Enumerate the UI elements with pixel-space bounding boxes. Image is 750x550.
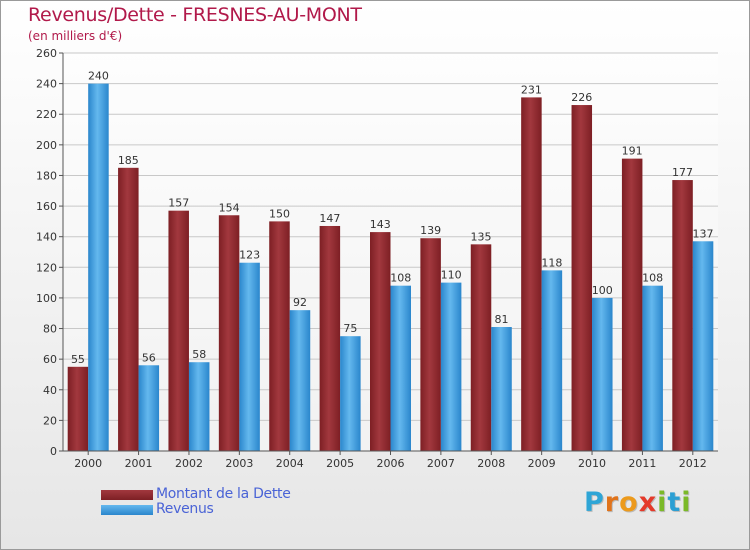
x-tick-label: 2008 [477, 457, 505, 470]
bar-debt [622, 159, 643, 451]
bar-debt [68, 367, 89, 451]
legend-swatch-debt [101, 490, 153, 500]
data-label: 81 [495, 313, 509, 326]
x-tick-label: 2002 [175, 457, 203, 470]
x-tick-label: 2010 [578, 457, 606, 470]
bar-revenue [189, 362, 210, 451]
bar-debt [672, 180, 693, 451]
bar-debt [219, 215, 240, 451]
data-label: 108 [642, 272, 663, 285]
bar-revenue [290, 310, 311, 451]
data-label: 191 [622, 145, 643, 158]
data-label: 150 [269, 207, 290, 220]
data-label: 147 [319, 212, 340, 225]
y-tick-label: 0 [50, 445, 57, 458]
logo-letter: x [639, 487, 657, 518]
y-tick-label: 240 [36, 78, 57, 91]
data-label: 123 [239, 249, 260, 262]
chart-title: Revenus/Dette - FRESNES-AU-MONT [28, 4, 362, 26]
bar-chart: 0 20 40 60 80 100 120 140 160 180 200 220 240 260 55 24… [1, 1, 749, 549]
bar-revenue [139, 365, 160, 451]
proxiti-logo: Proxiti [584, 487, 692, 518]
bar-debt [420, 238, 441, 451]
logo-letter: r [605, 487, 619, 518]
legend-swatch-revenue [101, 505, 153, 515]
data-label: 240 [88, 70, 109, 83]
data-label: 56 [142, 351, 156, 364]
y-tick-label: 160 [36, 200, 57, 213]
data-label: 135 [471, 230, 492, 243]
data-label: 108 [390, 272, 411, 285]
y-tick-label: 120 [36, 261, 57, 274]
data-label: 143 [370, 218, 391, 231]
bar-revenue [391, 286, 412, 451]
bar-debt [572, 105, 593, 451]
bar-revenue [239, 263, 260, 451]
x-tick-label: 2011 [628, 457, 656, 470]
x-tick-label: 2009 [528, 457, 556, 470]
logo-letter: o [619, 487, 639, 518]
logo-letter: i [657, 487, 667, 518]
data-label: 185 [118, 154, 139, 167]
logo-letter: t [667, 487, 681, 518]
y-tick-label: 260 [36, 47, 57, 60]
legend-label-debt: Montant de la Dette [156, 486, 291, 502]
data-label: 139 [420, 224, 441, 237]
data-label: 55 [71, 353, 85, 366]
bar-debt [269, 221, 290, 451]
bar-revenue [592, 298, 613, 451]
bar-debt [471, 244, 492, 451]
data-label: 100 [592, 284, 613, 297]
y-tick-label: 220 [36, 108, 57, 121]
x-tick-label: 2004 [276, 457, 304, 470]
y-tick-label: 100 [36, 292, 57, 305]
y-tick-label: 200 [36, 139, 57, 152]
bar-revenue [340, 336, 361, 451]
bar-debt [521, 97, 542, 451]
y-tick-label: 140 [36, 231, 57, 244]
data-label: 118 [541, 256, 562, 269]
bar-revenue [693, 241, 714, 451]
bar-revenue [642, 286, 663, 451]
x-tick-label: 2007 [427, 457, 455, 470]
y-tick-label: 180 [36, 169, 57, 182]
x-tick-label: 2000 [74, 457, 102, 470]
data-label: 177 [672, 166, 693, 179]
y-tick-label: 20 [43, 414, 57, 427]
data-label: 231 [521, 83, 542, 96]
y-tick-label: 40 [43, 384, 57, 397]
bar-revenue [88, 84, 109, 451]
data-label: 92 [293, 296, 307, 309]
x-tick-label: 2005 [326, 457, 354, 470]
data-label: 58 [192, 348, 206, 361]
data-label: 110 [441, 269, 462, 282]
data-label: 157 [168, 197, 189, 210]
x-tick-label: 2001 [125, 457, 153, 470]
bar-debt [320, 226, 341, 451]
x-tick-label: 2003 [225, 457, 253, 470]
data-label: 137 [693, 227, 714, 240]
bar-revenue [441, 283, 462, 451]
chart-frame: 0 20 40 60 80 100 120 140 160 180 200 220 240 260 55 24… [0, 0, 750, 550]
logo-letter: P [584, 487, 605, 518]
logo-letter: i [681, 487, 691, 518]
data-label: 226 [571, 91, 592, 104]
bar-debt [168, 211, 189, 451]
data-label: 75 [343, 322, 357, 335]
x-tick-label: 2012 [679, 457, 707, 470]
y-tick-label: 80 [43, 323, 57, 336]
legend-label-revenue: Revenus [156, 501, 214, 517]
x-tick-label: 2006 [377, 457, 405, 470]
bar-debt [370, 232, 391, 451]
bar-debt [118, 168, 139, 451]
bar-revenue [491, 327, 512, 451]
bar-revenue [542, 270, 563, 451]
chart-subtitle: (en milliers d'€) [28, 29, 122, 43]
data-label: 154 [219, 201, 240, 214]
y-tick-label: 60 [43, 353, 57, 366]
